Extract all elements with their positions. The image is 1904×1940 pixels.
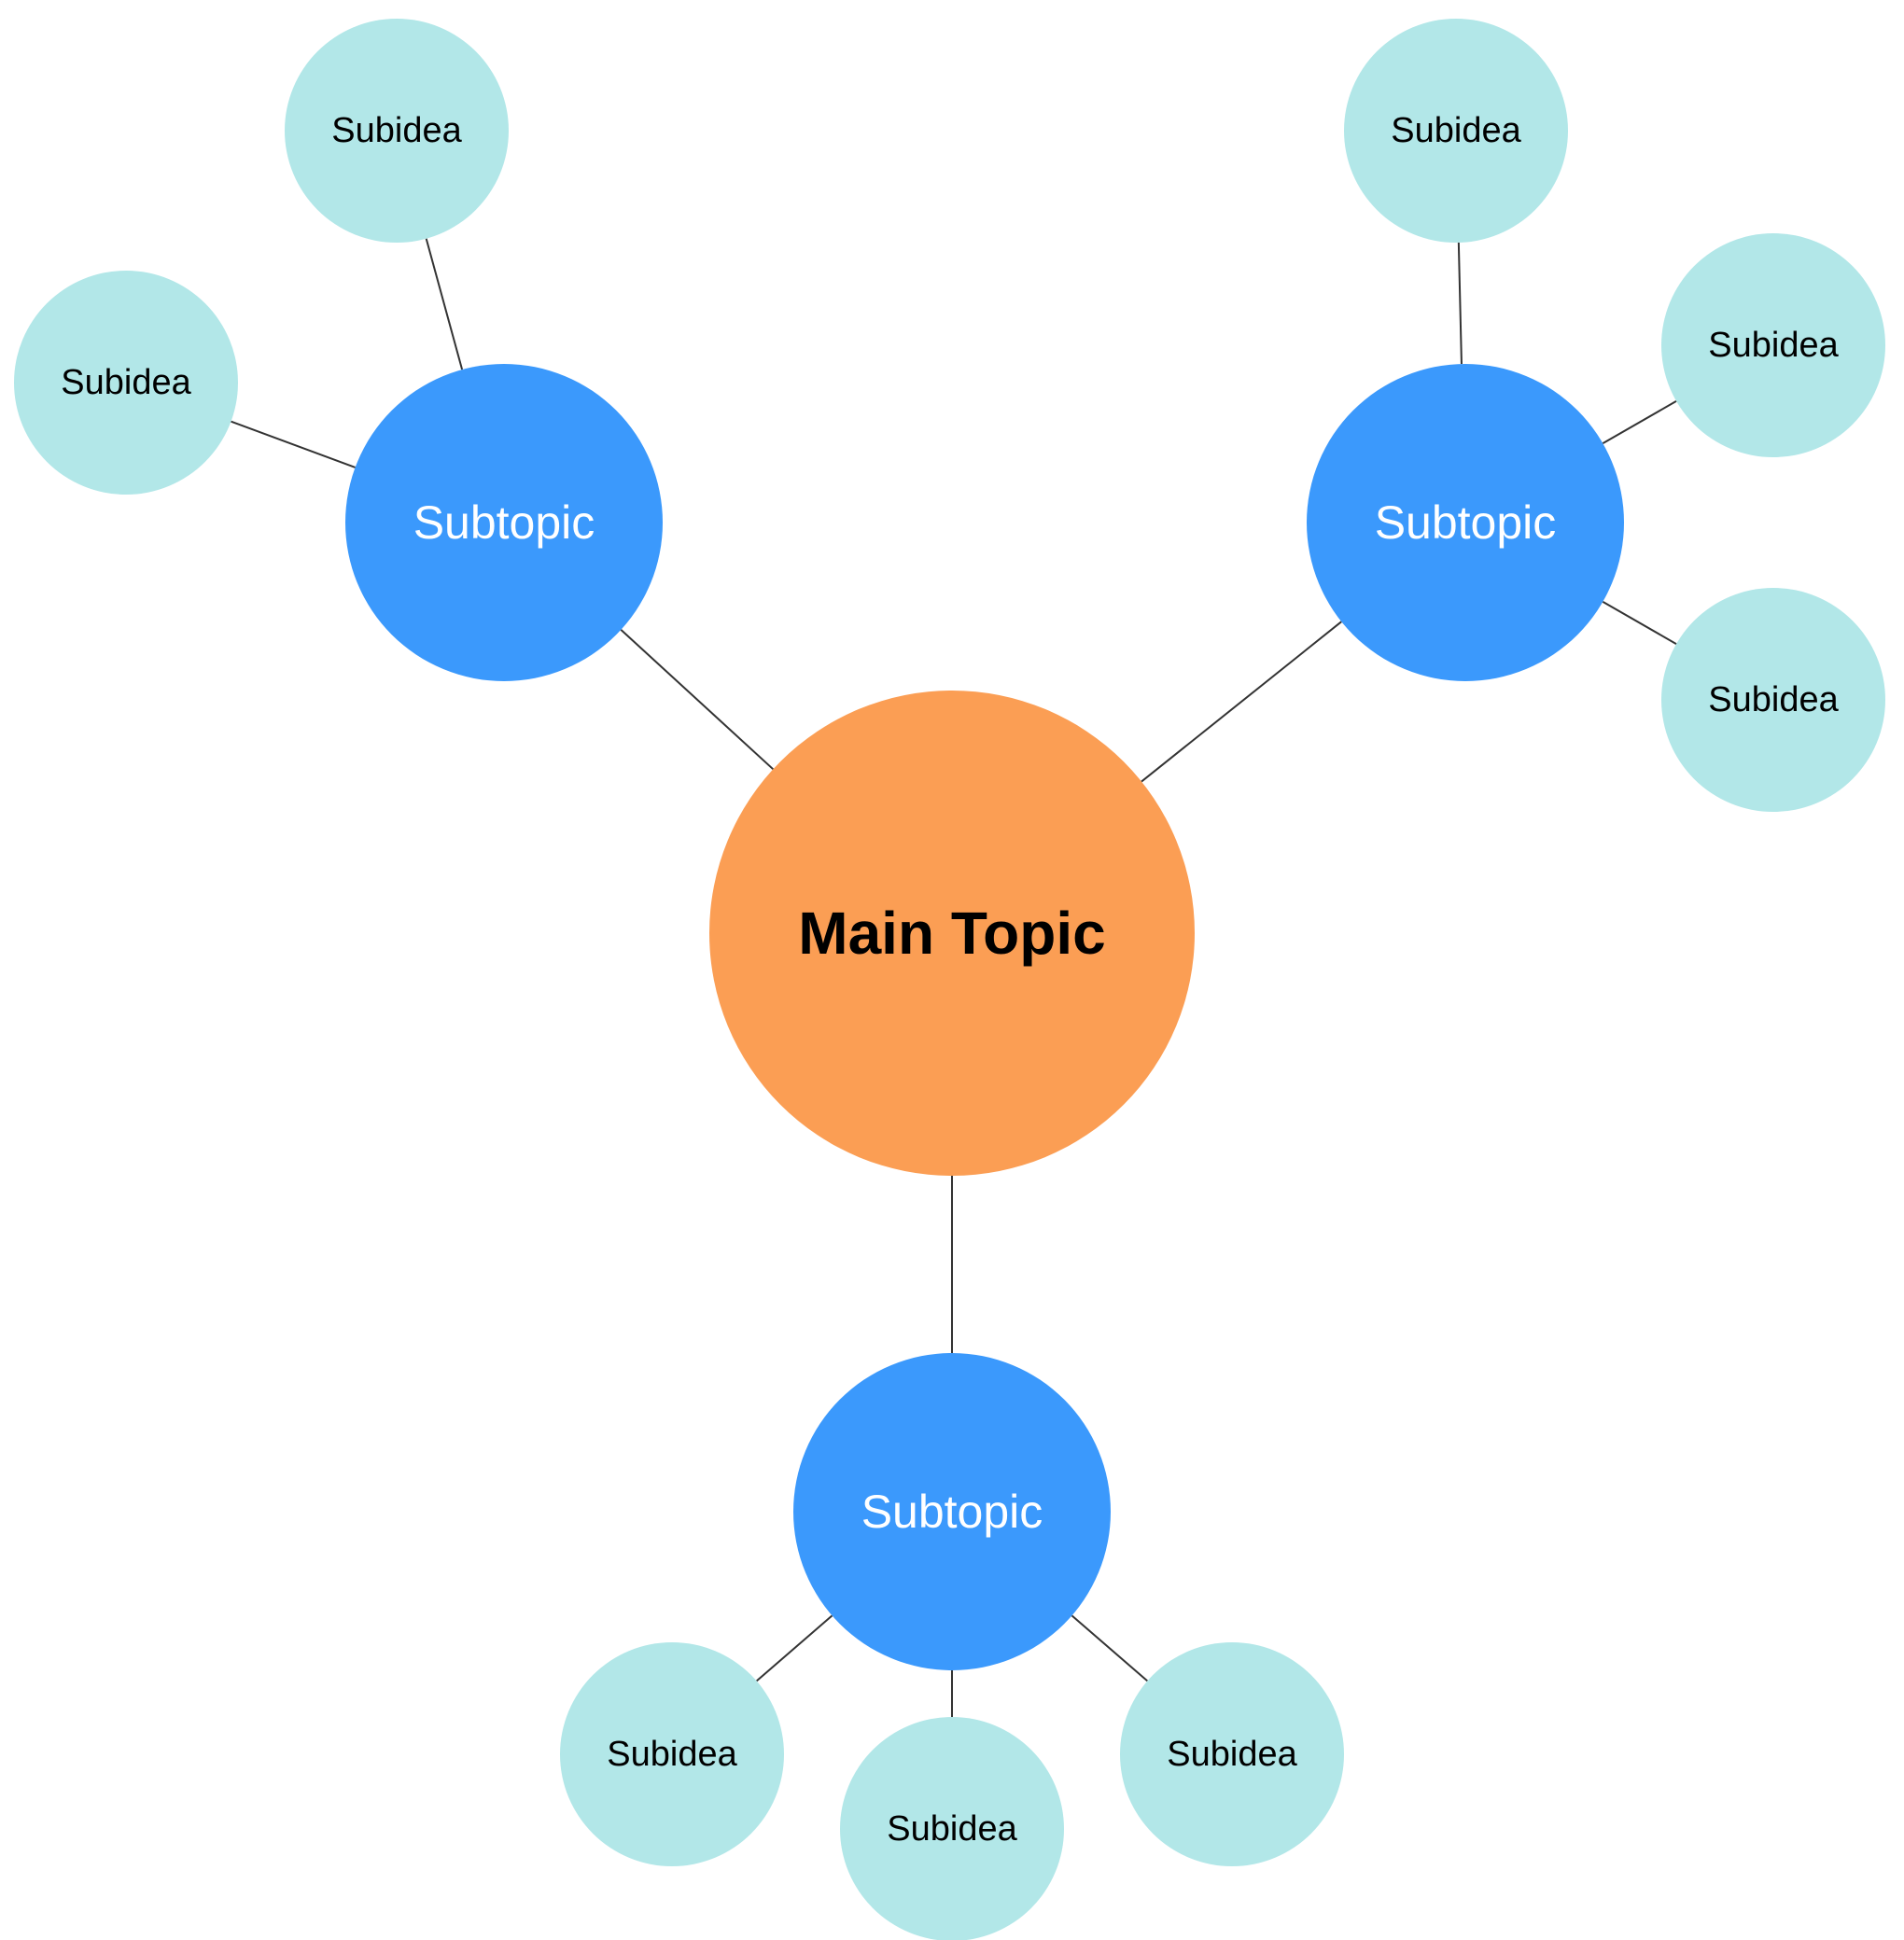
nodes-layer: Main Topic Subtopic Subtopic Subtopic Subide…: [14, 19, 1885, 1940]
edge-sub_tr-si_tr_1: [1459, 243, 1462, 364]
node-label-si_tr_3: Subidea: [1708, 680, 1839, 719]
node-label-si_b_2: Subidea: [887, 1809, 1017, 1849]
node-label-si_b_1: Subidea: [607, 1735, 737, 1774]
node-label-si_tr_2: Subidea: [1708, 326, 1839, 365]
node-si_tr_3: Subidea: [1661, 588, 1885, 812]
node-label-si_tl_1: Subidea: [331, 111, 462, 150]
node-label-main: Main Topic: [798, 900, 1105, 967]
edge-main-sub_tr: [1141, 621, 1341, 781]
node-label-sub_b: Subtopic: [861, 1486, 1043, 1538]
node-si_b_3: Subidea: [1120, 1642, 1344, 1866]
mindmap-diagram: Main Topic Subtopic Subtopic Subtopic Subide…: [0, 0, 1904, 1940]
node-label-si_b_3: Subidea: [1167, 1735, 1297, 1774]
edge-sub_tl-si_tl_2: [231, 422, 356, 468]
node-sub_b: Subtopic: [793, 1353, 1111, 1670]
node-si_b_2: Subidea: [840, 1717, 1064, 1940]
node-label-sub_tr: Subtopic: [1375, 496, 1557, 549]
node-sub_tl: Subtopic: [345, 364, 663, 681]
node-sub_tr: Subtopic: [1307, 364, 1624, 681]
edge-sub_b-si_b_3: [1071, 1615, 1147, 1681]
edge-sub_tr-si_tr_3: [1603, 602, 1676, 644]
node-si_tl_1: Subidea: [285, 19, 509, 243]
edge-sub_tr-si_tr_2: [1603, 401, 1676, 443]
node-si_tr_1: Subidea: [1344, 19, 1568, 243]
node-label-si_tr_1: Subidea: [1391, 111, 1521, 150]
edge-main-sub_tl: [621, 630, 773, 769]
node-label-si_tl_2: Subidea: [61, 363, 191, 402]
node-si_tr_2: Subidea: [1661, 233, 1885, 457]
node-label-sub_tl: Subtopic: [413, 496, 595, 549]
node-si_b_1: Subidea: [560, 1642, 784, 1866]
edge-sub_tl-si_tl_1: [427, 239, 462, 370]
node-main: Main Topic: [709, 691, 1195, 1176]
node-si_tl_2: Subidea: [14, 271, 238, 495]
edge-sub_b-si_b_1: [757, 1615, 833, 1681]
